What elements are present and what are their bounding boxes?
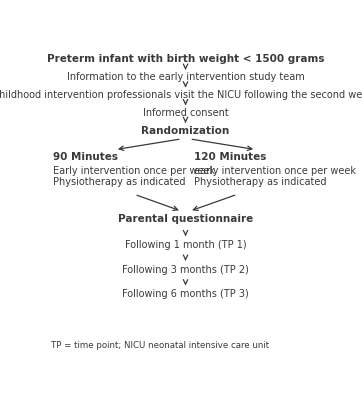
- Text: Physiotherapy as indicated: Physiotherapy as indicated: [53, 177, 185, 187]
- Text: Information to the early intervention study team: Information to the early intervention st…: [67, 72, 304, 82]
- Text: early intervention once per week: early intervention once per week: [194, 166, 356, 176]
- Text: Randomization: Randomization: [142, 126, 230, 136]
- Text: Following 6 months (TP 3): Following 6 months (TP 3): [122, 290, 249, 299]
- Text: TP = time point; NICU neonatal intensive care unit: TP = time point; NICU neonatal intensive…: [51, 341, 270, 350]
- Text: 90 Minutes: 90 Minutes: [53, 152, 118, 162]
- Text: Early childhood intervention professionals visit the NICU following the second w: Early childhood intervention professiona…: [0, 90, 362, 100]
- Text: Physiotherapy as indicated: Physiotherapy as indicated: [194, 177, 327, 187]
- Text: Following 3 months (TP 2): Following 3 months (TP 2): [122, 265, 249, 275]
- Text: Preterm infant with birth weight < 1500 grams: Preterm infant with birth weight < 1500 …: [47, 54, 324, 64]
- Text: 120 Minutes: 120 Minutes: [194, 152, 266, 162]
- Text: Informed consent: Informed consent: [143, 108, 228, 118]
- Text: Following 1 month (TP 1): Following 1 month (TP 1): [125, 240, 246, 250]
- Text: Early intervention once per week: Early intervention once per week: [53, 166, 215, 176]
- Text: Parental questionnaire: Parental questionnaire: [118, 214, 253, 224]
